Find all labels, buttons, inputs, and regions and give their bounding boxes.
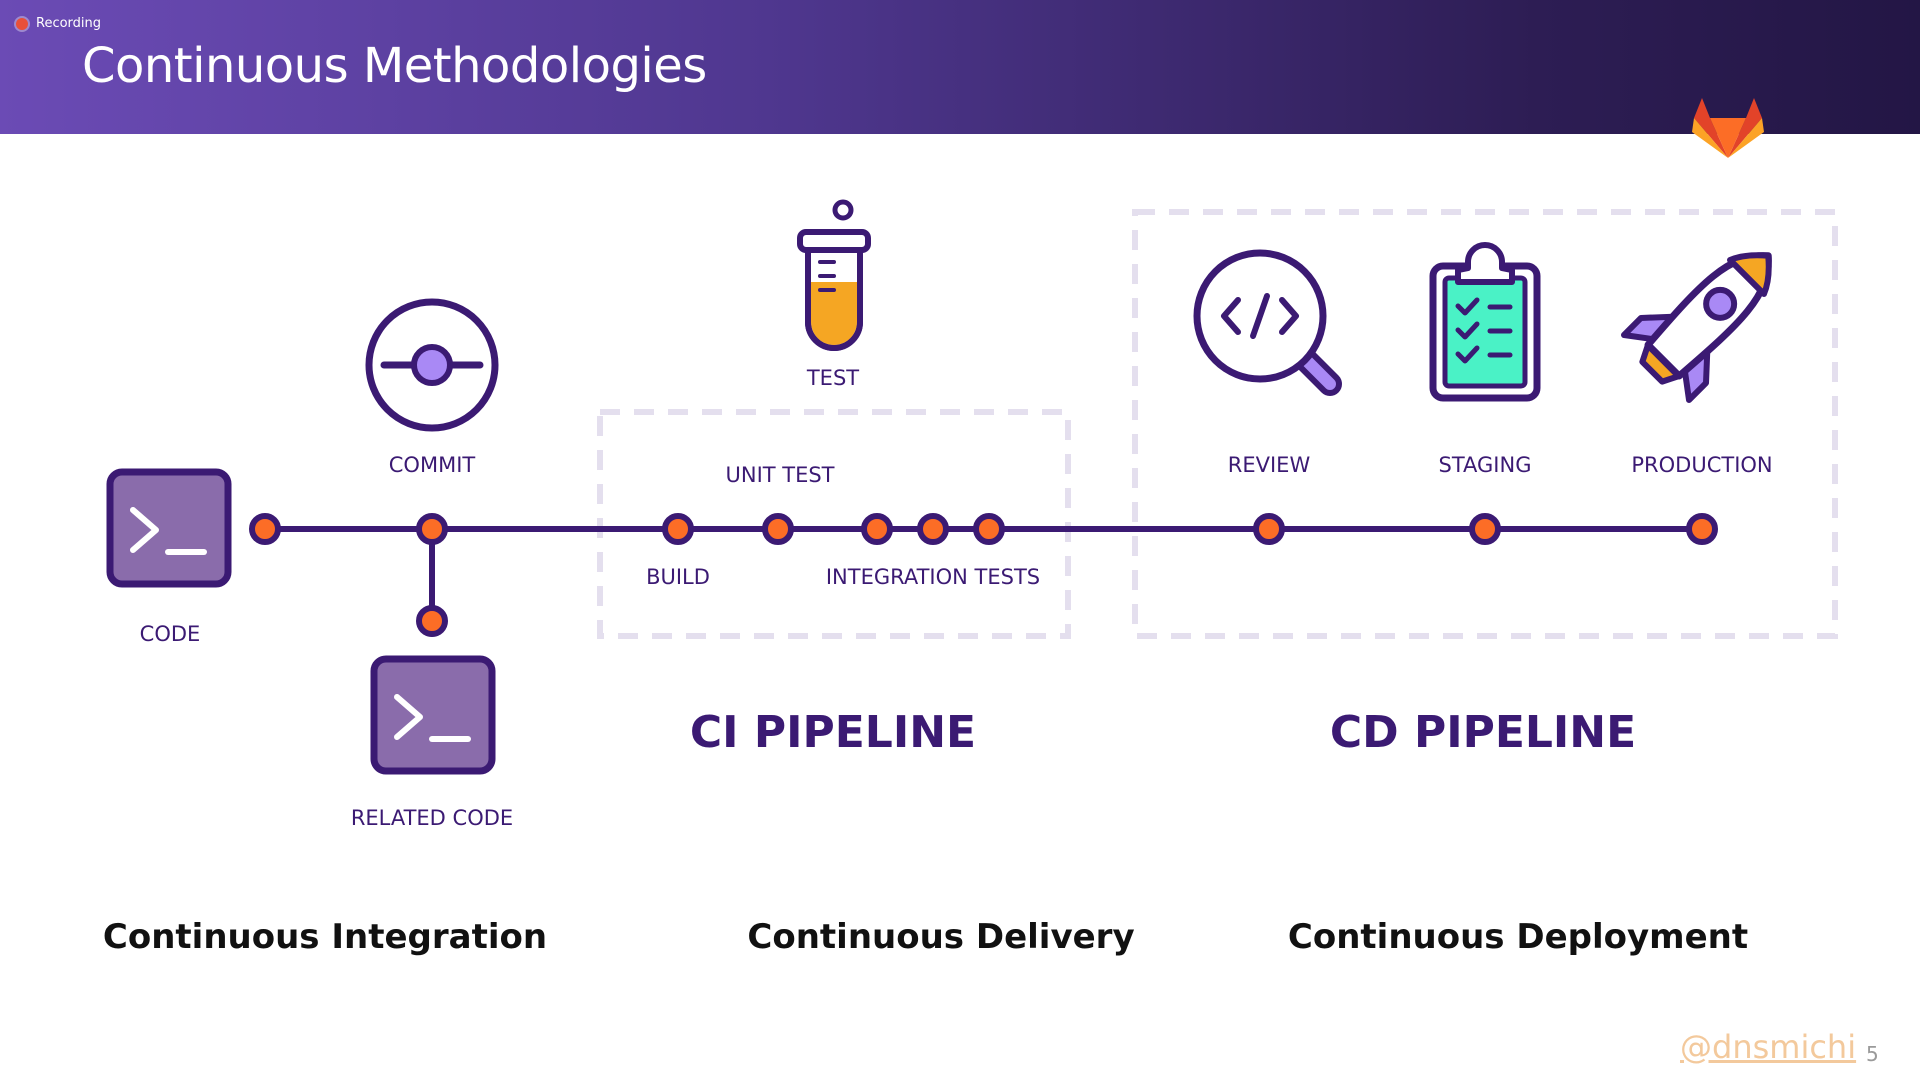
recording-indicator: Recording <box>16 16 101 31</box>
section-continuous-deployment: Continuous Deployment <box>1288 917 1748 957</box>
terminal-icon <box>106 468 232 588</box>
label-unit-test: UNIT TEST <box>725 463 834 487</box>
node-code <box>249 513 281 545</box>
gitlab-logo-icon <box>1692 98 1764 158</box>
node-production <box>1686 513 1718 545</box>
cd-pipeline-title: CD PIPELINE <box>1330 707 1636 758</box>
label-build: BUILD <box>646 565 710 589</box>
slide-title: Continuous Methodologies <box>82 38 707 94</box>
label-production: PRODUCTION <box>1631 453 1772 477</box>
section-continuous-integration: Continuous Integration <box>103 917 547 957</box>
label-staging: STAGING <box>1439 453 1532 477</box>
author-handle[interactable]: @dnsmichi <box>1680 1028 1857 1066</box>
code-review-magnifier-icon <box>1193 249 1342 396</box>
node-build <box>662 513 694 545</box>
ci-pipeline-title: CI PIPELINE <box>690 707 976 758</box>
label-review: REVIEW <box>1228 453 1311 477</box>
recording-dot-icon <box>16 17 28 30</box>
node-integration-2 <box>917 513 949 545</box>
label-code: CODE <box>140 622 201 646</box>
node-commit <box>416 513 448 545</box>
node-review <box>1253 513 1285 545</box>
cd-dashed-box <box>1132 209 1838 639</box>
page-number: 5 <box>1866 1042 1879 1066</box>
node-integration-3 <box>973 513 1005 545</box>
label-commit: COMMIT <box>389 453 476 477</box>
git-commit-icon <box>365 298 499 432</box>
label-integration-tests: INTEGRATION TESTS <box>826 565 1040 589</box>
label-test: TEST <box>806 366 859 390</box>
section-continuous-delivery: Continuous Delivery <box>747 917 1134 957</box>
related-terminal-icon <box>370 655 496 775</box>
node-related-code <box>416 605 448 637</box>
ci-dashed-box <box>597 409 1071 639</box>
rocket-icon <box>1620 252 1772 404</box>
header-bar: Recording Continuous Methodologies <box>0 0 1920 134</box>
node-staging <box>1469 513 1501 545</box>
clipboard-checklist-icon <box>1429 242 1541 402</box>
node-unit-test <box>762 513 794 545</box>
node-integration-1 <box>861 513 893 545</box>
test-tube-icon <box>797 199 871 351</box>
recording-label: Recording <box>36 16 102 31</box>
label-related-code: RELATED CODE <box>351 806 513 830</box>
